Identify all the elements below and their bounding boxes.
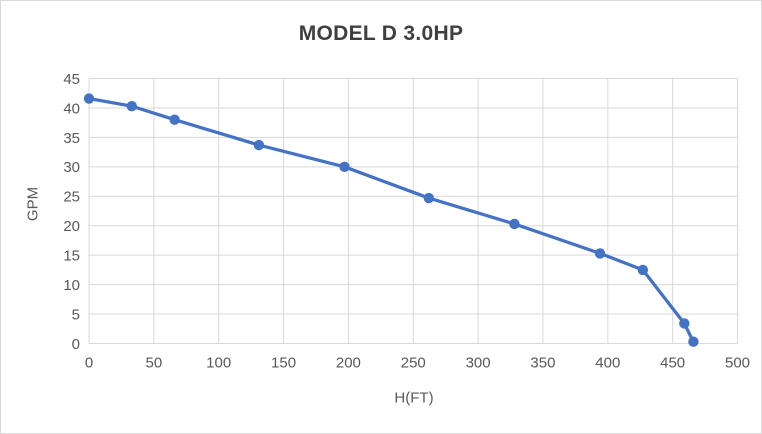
x-tick-label: 100 xyxy=(206,355,231,372)
y-tick-label: 40 xyxy=(63,100,80,117)
y-axis-title: GPM xyxy=(24,186,42,222)
data-point-marker xyxy=(339,161,350,173)
data-point-marker xyxy=(688,336,699,347)
y-tick-label: 5 xyxy=(72,306,80,323)
y-tick-label: 30 xyxy=(63,159,80,176)
y-tick-label: 15 xyxy=(63,248,80,265)
series-line xyxy=(87,96,696,344)
x-tick-label: 250 xyxy=(401,355,426,372)
data-point-marker xyxy=(594,248,606,259)
data-point-marker xyxy=(126,100,138,112)
x-tick-label: 200 xyxy=(336,355,361,372)
y-tick-label: 20 xyxy=(63,218,80,235)
x-tick-label: 450 xyxy=(660,355,685,372)
data-point-marker xyxy=(423,192,435,204)
data-point-marker xyxy=(253,139,265,151)
x-tick-label: 300 xyxy=(466,355,491,372)
x-tick-label: 500 xyxy=(725,355,750,372)
y-tick-label: 45 xyxy=(63,71,80,88)
gridlines xyxy=(88,78,738,344)
series xyxy=(83,93,699,347)
data-point-marker xyxy=(83,93,95,104)
x-tick-label: 150 xyxy=(271,355,296,372)
x-tick-label: 400 xyxy=(595,355,620,372)
chart-title: MODEL D 3.0HP xyxy=(298,22,464,45)
x-tick-label: 0 xyxy=(85,355,93,372)
y-tick-label: 35 xyxy=(63,130,80,147)
x-tick-label: 350 xyxy=(530,355,555,372)
y-tick-label: 0 xyxy=(72,336,80,353)
x-tick-label: 50 xyxy=(146,355,163,372)
y-tick-label: 25 xyxy=(63,189,80,206)
data-point-marker xyxy=(169,114,180,125)
data-point-marker xyxy=(679,318,690,329)
x-axis-title: H(FT) xyxy=(394,389,434,407)
data-point-marker xyxy=(509,218,520,230)
y-tick-label: 10 xyxy=(63,277,80,294)
data-point-marker xyxy=(637,264,649,276)
